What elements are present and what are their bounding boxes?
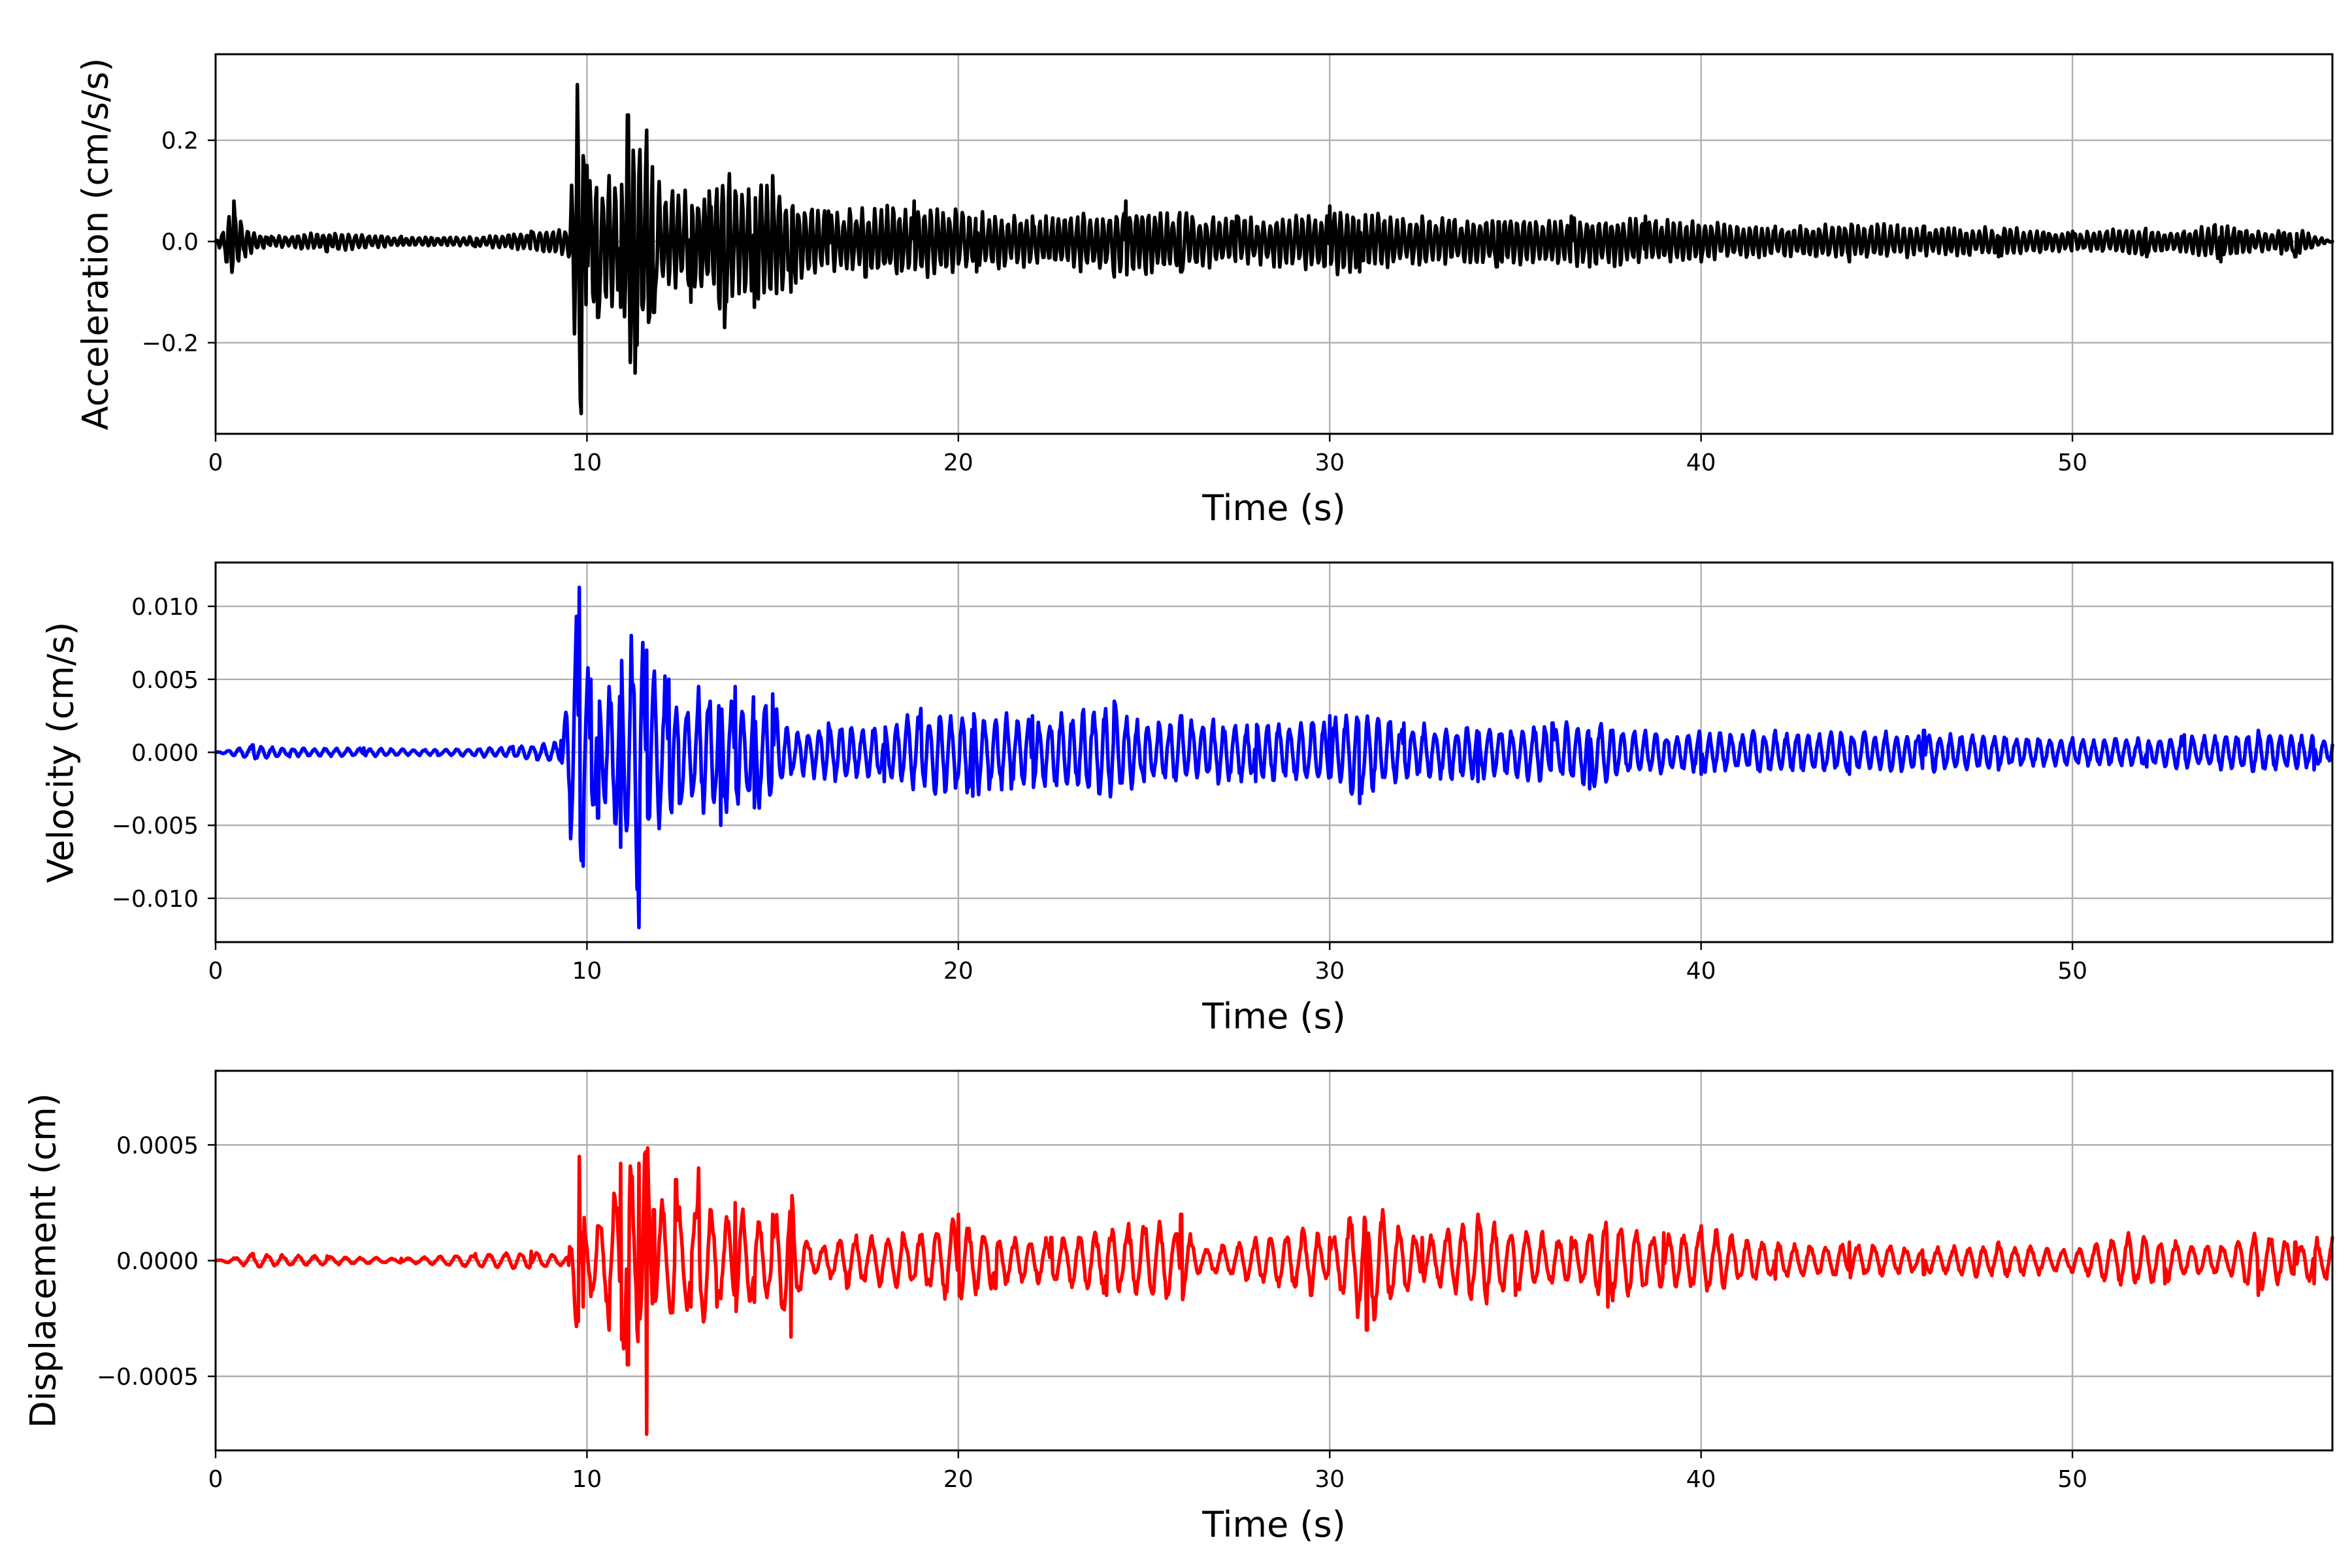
velocity-xtick-label-3: 30 xyxy=(1315,958,1345,985)
acceleration-axes-frame xyxy=(214,53,2334,435)
velocity-ytick-label-1: −0.005 xyxy=(112,813,199,840)
acceleration-panel: 0 10 20 30 40 50 −0.2 0.0 0.2 Time (s) Accelerat… xyxy=(75,53,2334,529)
acceleration-xtick-label-5: 50 xyxy=(2057,449,2087,476)
velocity-ytick-label-3: 0.005 xyxy=(131,667,199,694)
acceleration-ticks: 0 10 20 30 40 50 −0.2 0.0 0.2 xyxy=(142,128,2087,476)
acceleration-x-axis-label: Time (s) xyxy=(1201,487,1346,529)
velocity-panel: 0 10 20 30 40 50 −0.010 −0.005 0.000 0.005 0.010 T… xyxy=(41,561,2334,1037)
displacement-ytick-label-0: −0.0005 xyxy=(97,1364,199,1391)
displacement-trace-group xyxy=(214,1146,2334,1436)
displacement-ytick-label-2: 0.0005 xyxy=(116,1132,199,1159)
displacement-xtick-label-4: 40 xyxy=(1686,1466,1716,1493)
displacement-xtick-label-1: 10 xyxy=(572,1466,602,1493)
acceleration-ytick-label-0: −0.2 xyxy=(142,331,199,357)
displacement-x-axis-label: Time (s) xyxy=(1201,1504,1346,1545)
velocity-trace-line xyxy=(214,585,2334,930)
displacement-xtick-label-3: 30 xyxy=(1315,1466,1345,1493)
acceleration-trace-group xyxy=(214,82,2334,416)
velocity-x-axis-label: Time (s) xyxy=(1201,996,1346,1037)
velocity-ticks: 0 10 20 30 40 50 −0.010 −0.005 0.000 0.005 0.010 xyxy=(112,594,2087,985)
acceleration-xtick-label-2: 20 xyxy=(943,449,973,476)
displacement-xtick-label-2: 20 xyxy=(943,1466,973,1493)
acceleration-ytick-label-2: 0.2 xyxy=(161,128,199,155)
acceleration-ytick-label-1: 0.0 xyxy=(161,229,199,256)
acceleration-xtick-label-0: 0 xyxy=(208,449,223,476)
acceleration-trace-line xyxy=(214,82,2334,416)
acceleration-xtick-label-4: 40 xyxy=(1686,449,1716,476)
velocity-xtick-label-4: 40 xyxy=(1686,958,1716,985)
velocity-y-axis-label: Velocity (cm/s) xyxy=(41,622,82,883)
velocity-ytick-label-0: −0.010 xyxy=(112,886,199,913)
velocity-ytick-label-2: 0.000 xyxy=(131,740,199,767)
velocity-xtick-label-5: 50 xyxy=(2057,958,2087,985)
velocity-xtick-label-0: 0 xyxy=(208,958,223,985)
displacement-xtick-label-5: 50 xyxy=(2057,1466,2087,1493)
displacement-ytick-label-1: 0.0000 xyxy=(116,1249,199,1275)
displacement-xtick-label-0: 0 xyxy=(208,1466,223,1493)
velocity-xtick-label-1: 10 xyxy=(572,958,602,985)
velocity-trace-group xyxy=(214,585,2334,930)
velocity-xtick-label-2: 20 xyxy=(943,958,973,985)
displacement-trace-line xyxy=(214,1146,2334,1436)
acceleration-y-axis-label: Acceleration (cm/s/s) xyxy=(75,58,116,431)
acceleration-xtick-label-3: 30 xyxy=(1315,449,1345,476)
displacement-ticks: 0 10 20 30 40 50 −0.0005 0.0000 0.0005 xyxy=(97,1132,2087,1493)
acceleration-xtick-label-1: 10 xyxy=(572,449,602,476)
velocity-ytick-label-4: 0.010 xyxy=(131,594,199,621)
displacement-y-axis-label: Displacement (cm) xyxy=(23,1093,64,1428)
